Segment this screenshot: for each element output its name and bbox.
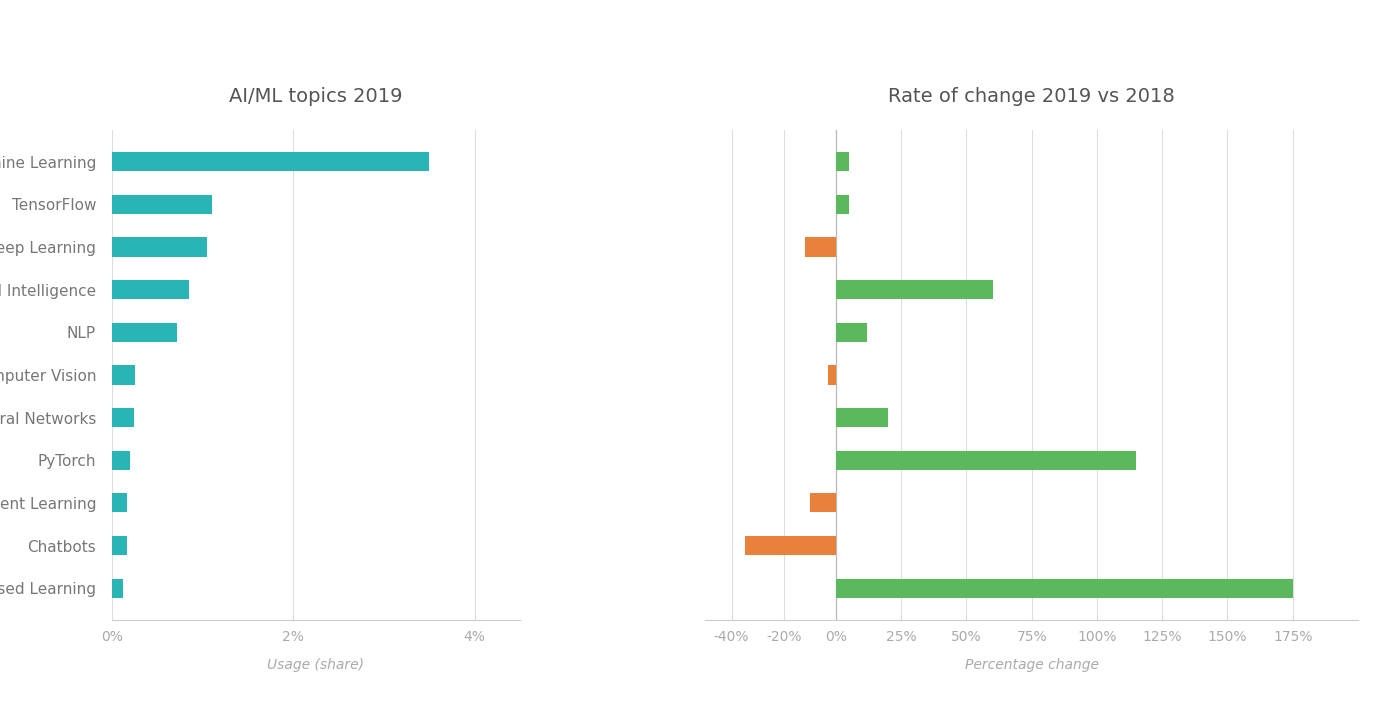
- Bar: [112, 451, 130, 470]
- Bar: [112, 536, 126, 555]
- Title: Rate of change 2019 vs 2018: Rate of change 2019 vs 2018: [889, 87, 1175, 106]
- Bar: [745, 536, 836, 555]
- Bar: [836, 578, 1292, 598]
- Bar: [112, 323, 178, 342]
- X-axis label: Usage (share): Usage (share): [267, 658, 364, 672]
- Bar: [836, 195, 848, 214]
- Bar: [836, 451, 1137, 470]
- X-axis label: Percentage change: Percentage change: [965, 658, 1099, 672]
- Bar: [836, 280, 993, 299]
- Bar: [112, 366, 134, 384]
- Bar: [112, 195, 211, 214]
- Bar: [836, 152, 848, 172]
- Bar: [829, 366, 836, 384]
- Bar: [112, 578, 123, 598]
- Bar: [112, 280, 189, 299]
- Title: AI/ML topics 2019: AI/ML topics 2019: [230, 87, 403, 106]
- Bar: [836, 408, 888, 427]
- Bar: [112, 408, 134, 427]
- Bar: [112, 152, 430, 172]
- Bar: [112, 493, 127, 513]
- Bar: [112, 237, 207, 257]
- Bar: [809, 493, 836, 513]
- Bar: [805, 237, 836, 257]
- Bar: [836, 323, 867, 342]
